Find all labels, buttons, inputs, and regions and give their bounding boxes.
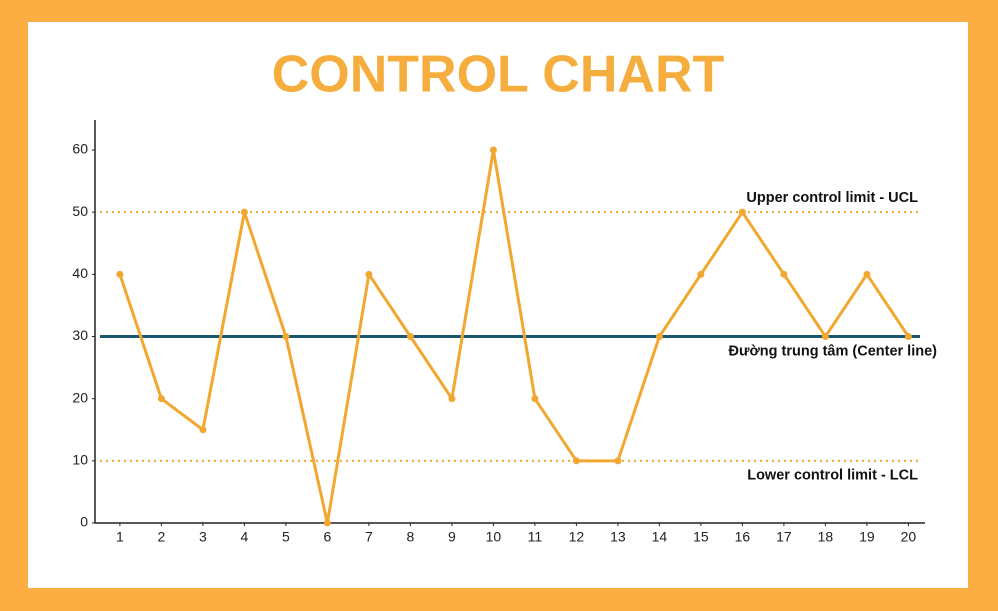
data-point	[780, 270, 788, 278]
data-point	[904, 333, 912, 340]
x-tick-label: 10	[486, 529, 502, 545]
reference-label: Upper control limit - UCL	[746, 190, 918, 206]
data-point	[365, 270, 373, 278]
data-line	[118, 148, 910, 525]
y-tick-label: 0	[80, 514, 88, 530]
data-point	[863, 270, 871, 278]
x-tick-label: 6	[324, 529, 332, 545]
x-tick-label: 5	[282, 529, 290, 545]
reference-label: Lower control limit - LCL	[747, 468, 918, 484]
x-tick-label: 18	[818, 529, 834, 545]
y-tick-label: 10	[72, 452, 88, 468]
x-tick-label: 13	[610, 529, 626, 545]
panel	[28, 22, 968, 588]
data-point	[738, 208, 746, 216]
y-tick-label: 20	[72, 389, 88, 405]
y-tick-label: 30	[72, 327, 88, 343]
y-tick-label: 40	[72, 265, 88, 281]
data-point	[323, 519, 331, 527]
x-tick-label: 9	[448, 529, 456, 545]
data-point	[406, 333, 414, 340]
x-tick-label: 15	[693, 529, 709, 545]
data-point	[240, 208, 248, 216]
x-tick-label: 2	[158, 529, 166, 545]
x-tick-label: 11	[528, 529, 543, 545]
data-point	[282, 333, 290, 340]
x-tick-label: 3	[199, 529, 207, 545]
data-point	[157, 395, 165, 403]
data-point	[489, 146, 497, 154]
x-tick-label: 4	[241, 529, 249, 545]
x-tick-label: 8	[407, 529, 415, 545]
data-point	[821, 333, 829, 340]
y-tick-label: 60	[72, 141, 88, 157]
x-tick-label: 16	[735, 529, 751, 545]
x-tick-label: 17	[776, 529, 792, 545]
x-tick-label: 7	[365, 529, 373, 545]
data-point	[655, 333, 663, 340]
x-tick-label: 19	[859, 529, 875, 545]
x-tick-label: 14	[652, 529, 668, 545]
x-tick-label: 12	[569, 529, 585, 545]
data-point	[697, 270, 705, 278]
data-point	[531, 395, 539, 403]
data-point	[572, 457, 580, 465]
x-tick-label: 20	[901, 529, 917, 545]
data-point	[199, 426, 207, 434]
y-tick-label: 50	[72, 203, 88, 219]
x-tick-label: 1	[116, 529, 124, 545]
data-point	[448, 395, 456, 403]
chart-title: CONTROL CHART	[272, 46, 725, 104]
reference-label: Đường trung tâm (Center line)	[728, 343, 937, 359]
data-point	[614, 457, 622, 465]
data-point	[116, 270, 124, 278]
